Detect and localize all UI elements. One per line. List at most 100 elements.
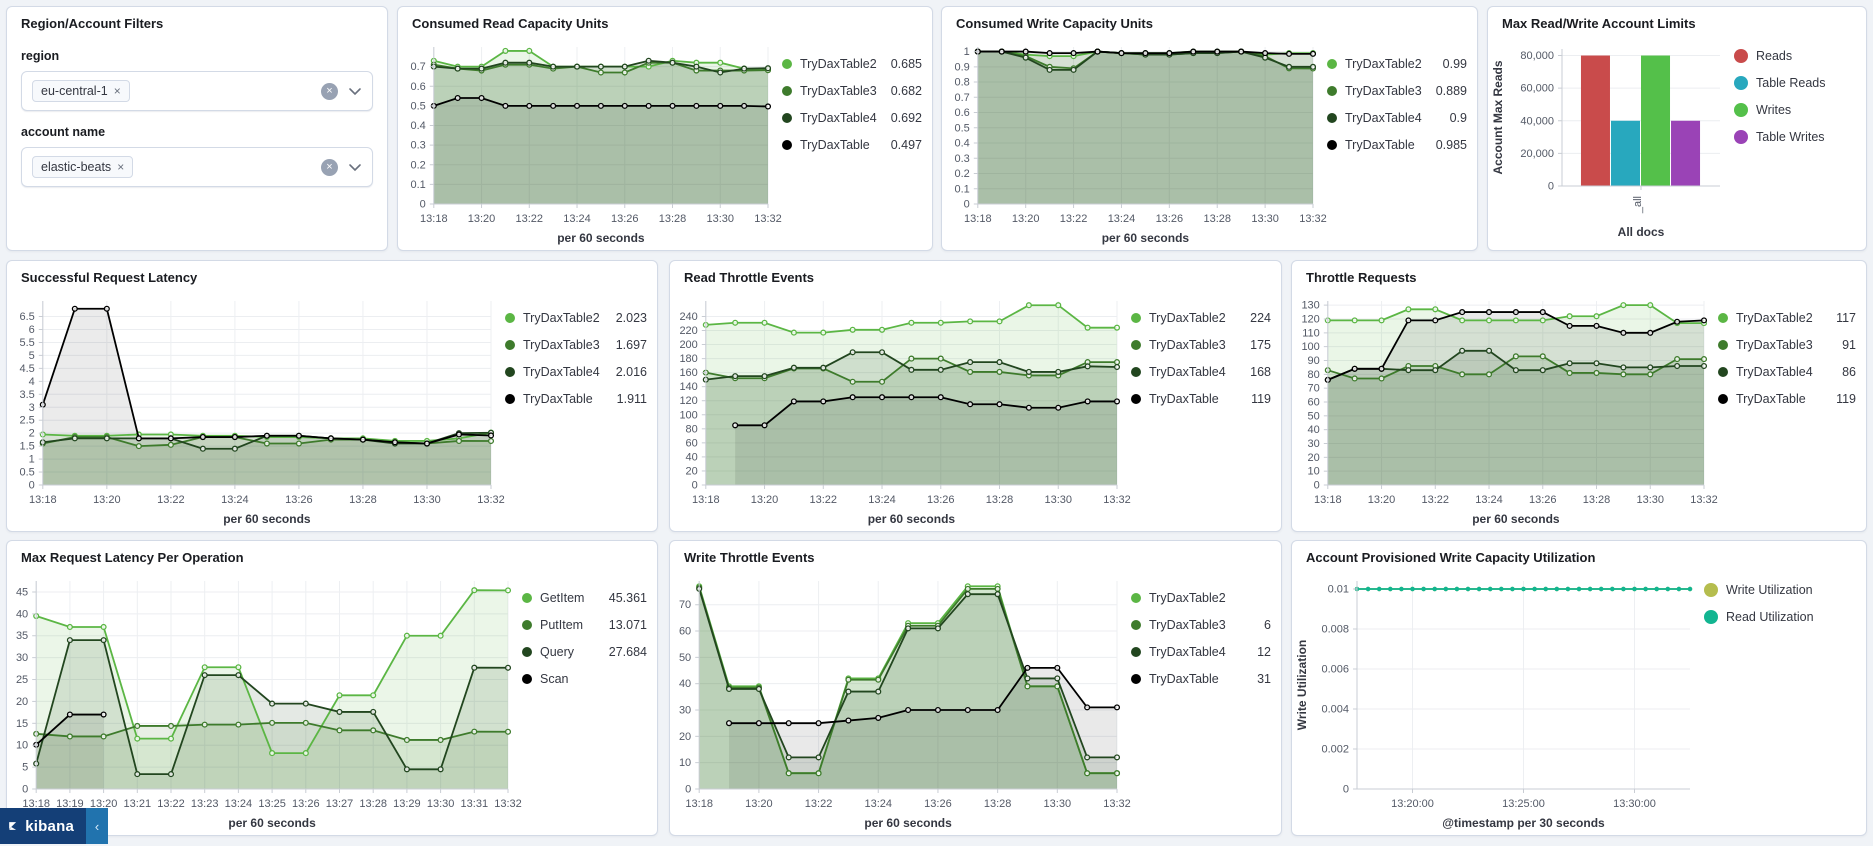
legend-item[interactable]: Query 27.684 [522,645,647,659]
y-tick-label: 0.5 [411,100,426,112]
legend-series-value: 119 [1251,392,1271,406]
remove-tag-icon[interactable]: × [113,84,121,98]
read-throttle-chart[interactable]: 0 20 40 60 80 100 120 140 160 180 200 220 240 13:18 13… [670,289,1131,531]
request-latency-chart[interactable]: 0 0.5 1 1.5 2 2.5 3 3.5 4 4.5 5 5.5 6 6.5 13:18 13:20 13… [7,289,505,531]
legend-item[interactable]: Write Utilization [1704,583,1856,597]
legend-item[interactable]: Reads [1734,49,1856,63]
legend-item[interactable]: TryDaxTable 119 [1131,392,1271,406]
throttle-requests-chart[interactable]: 0 10 20 30 40 50 60 70 80 90 100 110 120 130 13:18 13:2… [1292,289,1718,531]
chart-canvas: 0 20,000 40,000 60,000 80,000 _all All docs Acc… [1491,49,1720,239]
max-limits-chart[interactable]: 0 20,000 40,000 60,000 80,000 _all All docs Acc… [1488,35,1734,250]
consumed-write-chart[interactable]: 0 0.1 0.2 0.3 0.4 0.5 0.6 0.7 0.8 0.9 1 13:18 13:20 1… [942,35,1327,250]
legend-series-value: 0.692 [890,111,922,125]
legend-swatch-icon [1131,647,1141,657]
legend-item[interactable]: TryDaxTable3 0.682 [782,84,922,98]
kibana-logo-text: kibana [25,817,74,835]
y-tick-label: 10 [1308,466,1320,478]
legend-item[interactable]: TryDaxTable 119 [1718,392,1856,406]
chart-legend: TryDaxTable2 2.023 TryDaxTable3 1.697 TryDax… [505,289,657,531]
y-tick-label: 0.7 [411,61,426,73]
bar-writes[interactable] [1641,55,1671,187]
region-combobox[interactable]: eu-central-1 × × [21,71,373,111]
y-tick-label: 0.8 [955,77,970,89]
bar-table-writes[interactable] [1671,120,1701,186]
legend-item[interactable]: TryDaxTable3 6 [1131,618,1271,632]
legend-item[interactable]: TryDaxTable4 12 [1131,645,1271,659]
legend-item[interactable]: TryDaxTable2 0.685 [782,57,922,71]
clear-selection-icon[interactable]: × [321,82,338,100]
legend-item[interactable]: TryDaxTable3 0.889 [1327,84,1467,98]
legend-item[interactable]: TryDaxTable4 0.692 [782,111,922,125]
legend-item[interactable]: TryDaxTable3 91 [1718,338,1856,352]
legend-item[interactable]: Writes [1734,103,1856,117]
legend-item[interactable]: GetItem 45.361 [522,591,647,605]
legend-series-value: 0.985 [1435,138,1467,152]
y-tick-label: 0 [692,480,698,492]
legend-item[interactable]: TryDaxTable2 0.99 [1327,57,1467,71]
write-throttle-chart[interactable]: 0 10 20 30 40 50 60 70 13:18 13:20 13:22 13:24 13:26… [670,569,1131,835]
chart-legend: Reads Table Reads Writes Table Writes [1734,35,1866,250]
legend-swatch-icon [522,593,532,603]
legend-item[interactable]: TryDaxTable2 [1131,591,1271,605]
legend-series-value: 0.9 [1449,111,1467,125]
y-tick-label: 0 [685,784,691,796]
legend-item[interactable]: TryDaxTable4 168 [1131,365,1271,379]
x-tick-label: 13:18 [685,798,713,810]
account-combobox[interactable]: elastic-beats × × [21,147,373,187]
legend-series-name: Reads [1756,49,1793,63]
account-tag[interactable]: elastic-beats × [32,156,134,178]
x-tick-label: 13:26 [1529,494,1557,506]
legend-item[interactable]: PutItem 13.071 [522,618,647,632]
legend-swatch-icon [1131,394,1141,404]
legend-item[interactable]: TryDaxTable3 1.697 [505,338,647,352]
chevron-down-icon[interactable] [348,160,362,174]
chevron-down-icon[interactable] [348,84,362,98]
y-tick-label: 20 [16,696,28,708]
clear-selection-icon[interactable]: × [321,158,338,176]
legend-item[interactable]: TryDaxTable 0.497 [782,138,922,152]
legend-series-name: TryDaxTable2 [1736,311,1813,325]
legend-item[interactable]: TryDaxTable4 86 [1718,365,1856,379]
x-tick-label: 13:27 [326,798,354,810]
remove-tag-icon[interactable]: × [117,160,125,174]
x-tick-label: 13:30 [1636,494,1664,506]
filters-panel: Region/Account Filters region eu-central… [6,6,388,251]
legend-item[interactable]: TryDaxTable2 224 [1131,311,1271,325]
bar-table-reads[interactable] [1610,120,1640,186]
y-tick-label: 60 [1308,396,1320,408]
legend-item[interactable]: TryDaxTable 1.911 [505,392,647,406]
account-tag-label: elastic-beats [41,160,112,174]
y-tick-label: 0 [29,480,35,492]
legend-item[interactable]: TryDaxTable4 0.9 [1327,111,1467,125]
kibana-brand: kibana [0,808,86,844]
legend-item[interactable]: Table Writes [1734,130,1856,144]
x-tick-label: 13:32 [477,494,505,506]
collapse-sidebar-button[interactable]: ‹ [86,808,108,844]
legend-item[interactable]: TryDaxTable 31 [1131,672,1271,686]
legend-swatch-icon [505,313,515,323]
y-tick-label: 40 [679,678,691,690]
legend-item[interactable]: TryDaxTable3 175 [1131,338,1271,352]
legend-swatch-icon [522,647,532,657]
max-latency-op-panel: Max Request Latency Per Operation 0 5 10 15… [6,540,658,836]
legend-item[interactable]: Table Reads [1734,76,1856,90]
legend-item[interactable]: TryDaxTable2 2.023 [505,311,647,325]
consumed-read-chart[interactable]: 0 0.1 0.2 0.3 0.4 0.5 0.6 0.7 13:18 13:20 13:22 13:… [398,35,782,250]
legend-series-name: TryDaxTable [1149,672,1219,686]
x-tick-label: 13:23 [191,798,219,810]
y-tick-label: 0 [1343,784,1349,796]
legend-item[interactable]: Read Utilization [1704,610,1856,624]
write-utilization-chart[interactable]: 0 0.002 0.004 0.006 0.008 0.01 13:20:00 13:25:0… [1292,569,1704,835]
legend-item[interactable]: TryDaxTable2 117 [1718,311,1856,325]
legend-item[interactable]: Scan [522,672,647,686]
legend-series-value: 0.497 [890,138,922,152]
max-latency-op-chart[interactable]: 0 5 10 15 20 25 30 35 40 45 13:18 13:19 13:20 13:21 13… [7,569,522,835]
legend-series-value: 117 [1836,311,1856,325]
legend-item[interactable]: TryDaxTable4 2.016 [505,365,647,379]
y-tick-label: 100 [1301,341,1319,353]
y-tick-label: 80,000 [1520,50,1554,62]
region-tag[interactable]: eu-central-1 × [32,80,130,102]
legend-item[interactable]: TryDaxTable 0.985 [1327,138,1467,152]
x-tick-label: 13:20 [90,798,118,810]
bar-reads[interactable] [1580,55,1610,187]
